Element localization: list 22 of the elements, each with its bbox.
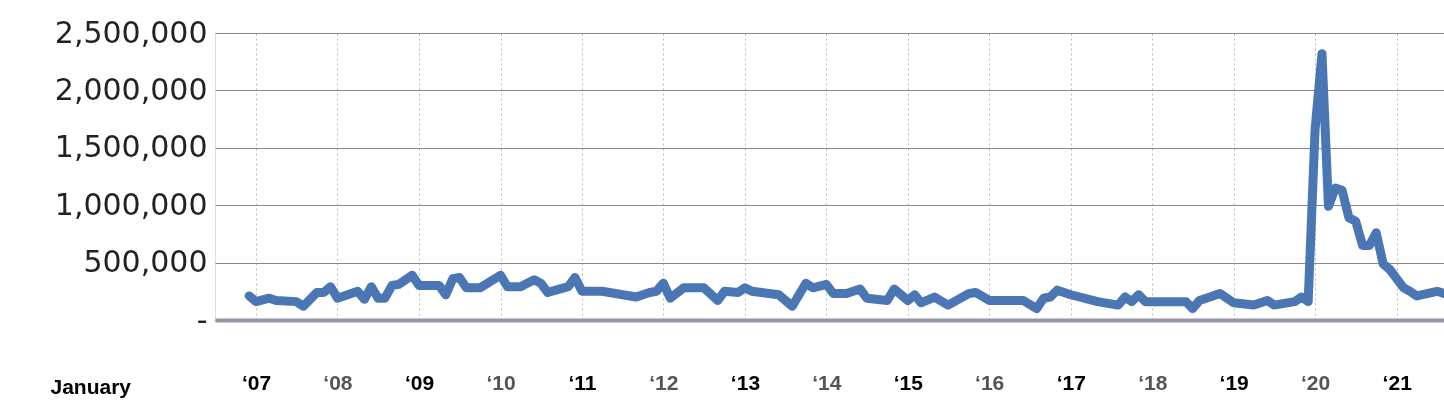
x-tick-label: ‘12 bbox=[649, 370, 679, 394]
y-tick-label: - bbox=[196, 301, 208, 337]
y-tick-label: 2,000,000 bbox=[54, 71, 208, 107]
y-tick-label: 2,500,000 bbox=[54, 14, 208, 50]
x-tick-label: ‘15 bbox=[893, 370, 924, 394]
y-tick-label: 1,000,000 bbox=[54, 186, 208, 222]
y-tick-label: 500,000 bbox=[83, 244, 208, 280]
x-tick-label: ‘10 bbox=[486, 370, 516, 394]
x-tick-label: ‘19 bbox=[1219, 370, 1249, 394]
x-tick-label: ‘13 bbox=[730, 370, 761, 394]
x-tick-label: ‘11 bbox=[568, 370, 597, 394]
x-tick-label: ‘18 bbox=[1138, 370, 1168, 394]
y-tick-label: 1,500,000 bbox=[54, 129, 208, 165]
x-axis-title: January bbox=[50, 374, 132, 398]
x-tick-label: ‘08 bbox=[323, 370, 353, 394]
x-tick-label: ‘16 bbox=[975, 370, 1005, 394]
x-tick-label: ‘20 bbox=[1300, 370, 1331, 394]
x-tick-label: ‘17 bbox=[1056, 370, 1086, 394]
x-tick-label: ‘07 bbox=[241, 370, 272, 394]
x-tick-label: ‘21 bbox=[1382, 370, 1413, 394]
x-tick-label: ‘09 bbox=[404, 370, 435, 394]
x-tick-label: ‘14 bbox=[812, 370, 842, 394]
